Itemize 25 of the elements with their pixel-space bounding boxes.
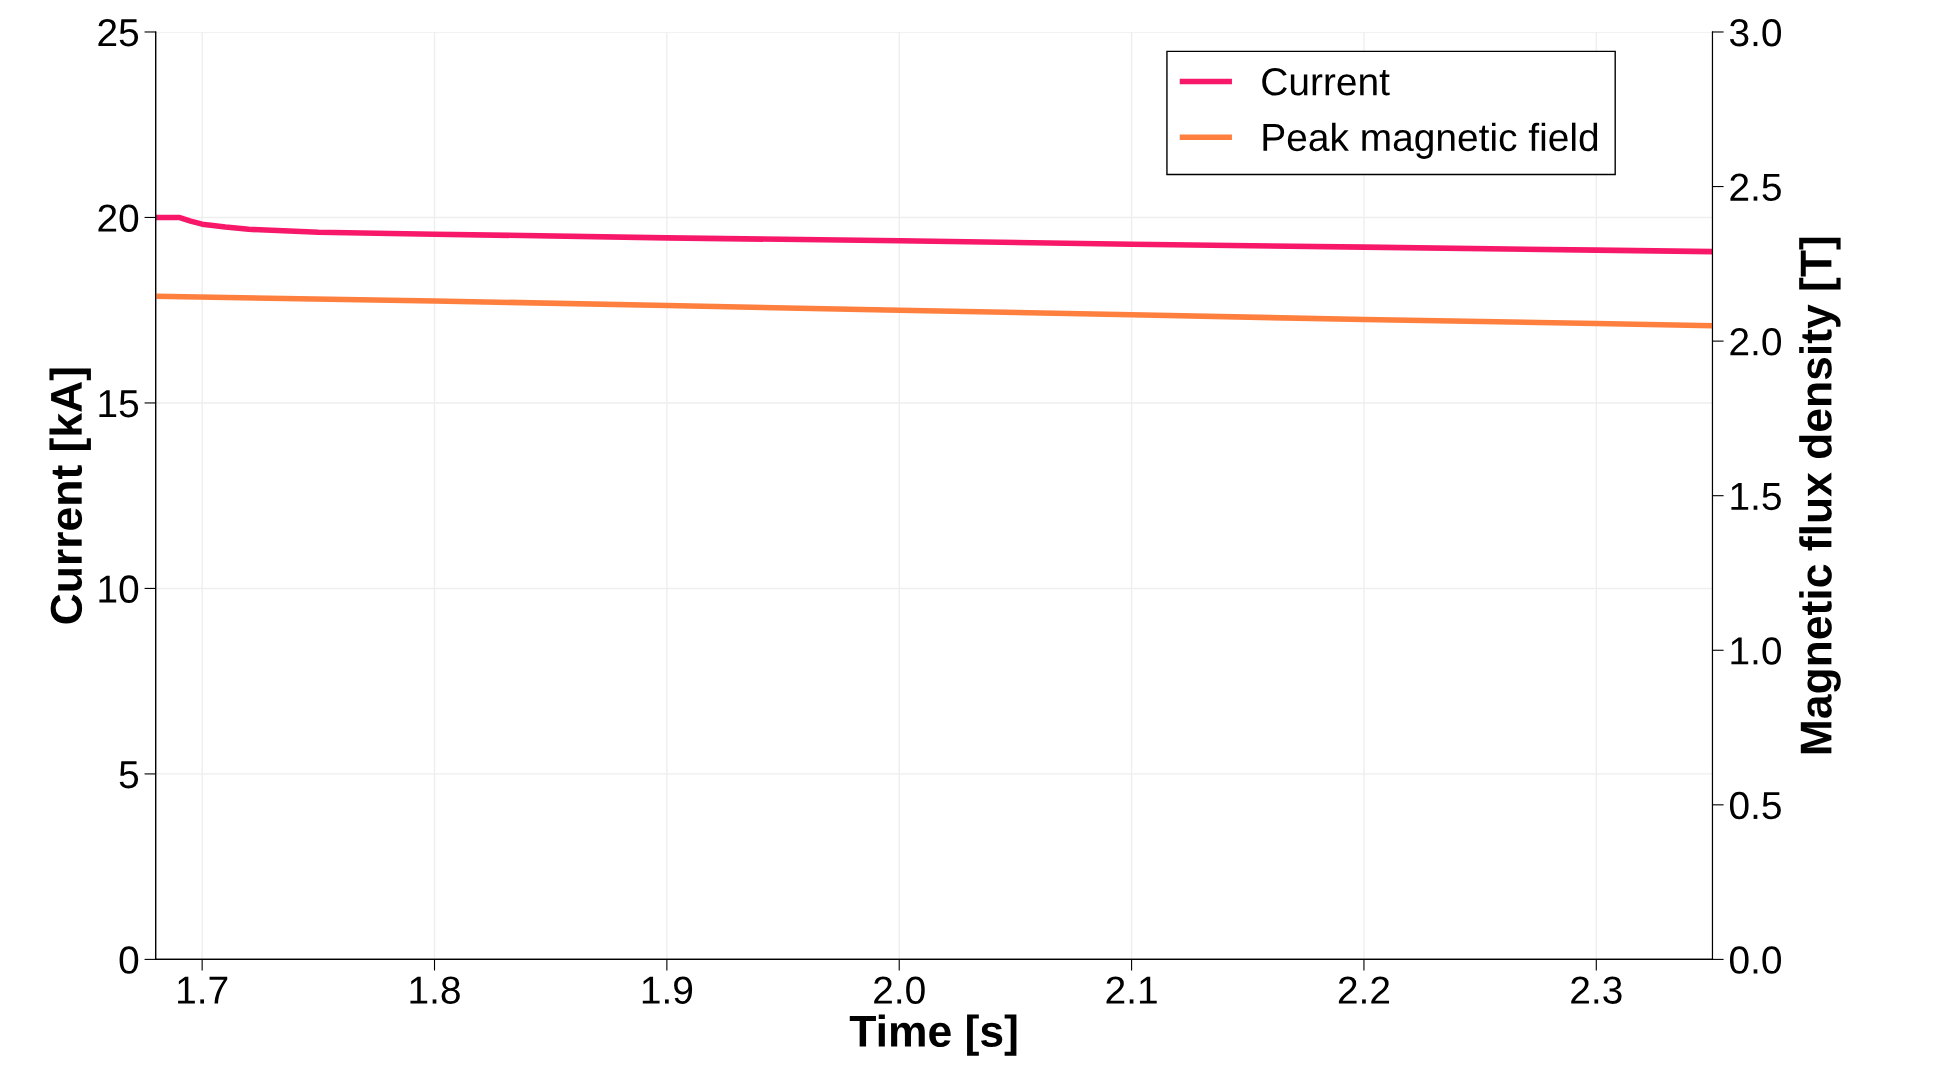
y2-tick-label: 1.5 xyxy=(1731,483,1781,511)
x-tick-label: 2.2 xyxy=(1338,976,1390,1004)
y-axis-title: Current [kA] xyxy=(49,368,91,624)
y-tick-label: 25 xyxy=(98,18,139,47)
y2-tick-label: 3.0 xyxy=(1729,18,1781,47)
x-tick-label: 1.7 xyxy=(178,976,228,1004)
y-tick-label: 5 xyxy=(119,761,139,789)
x-tick-label: 2.0 xyxy=(874,976,925,1004)
x-tick-label: 1.8 xyxy=(410,976,460,1004)
x-axis-title: Time [s] xyxy=(849,1014,1017,1056)
y-tick-label: 20 xyxy=(98,204,139,232)
y-tick-label: 0 xyxy=(119,946,139,974)
x-tick-label: 2.3 xyxy=(1571,976,1622,1004)
x-tick-label: 2.1 xyxy=(1106,976,1157,1004)
y2-tick-label: 2.0 xyxy=(1730,328,1781,356)
legend-label: Current xyxy=(1262,68,1390,96)
x-tick-label: 1.9 xyxy=(642,976,693,1004)
y-tick-label: 15 xyxy=(99,390,139,418)
y2-tick-label: 0.0 xyxy=(1729,946,1781,974)
y2-tick-label: 1.0 xyxy=(1731,637,1781,665)
y2-tick-label: 0.5 xyxy=(1729,791,1781,820)
y2-tick-label: 2.5 xyxy=(1730,173,1781,202)
y-tick-label: 10 xyxy=(99,575,139,603)
legend-label: Peak magnetic field xyxy=(1263,122,1598,159)
y2-axis-title: Magnetic flux density [T] xyxy=(1799,237,1841,754)
